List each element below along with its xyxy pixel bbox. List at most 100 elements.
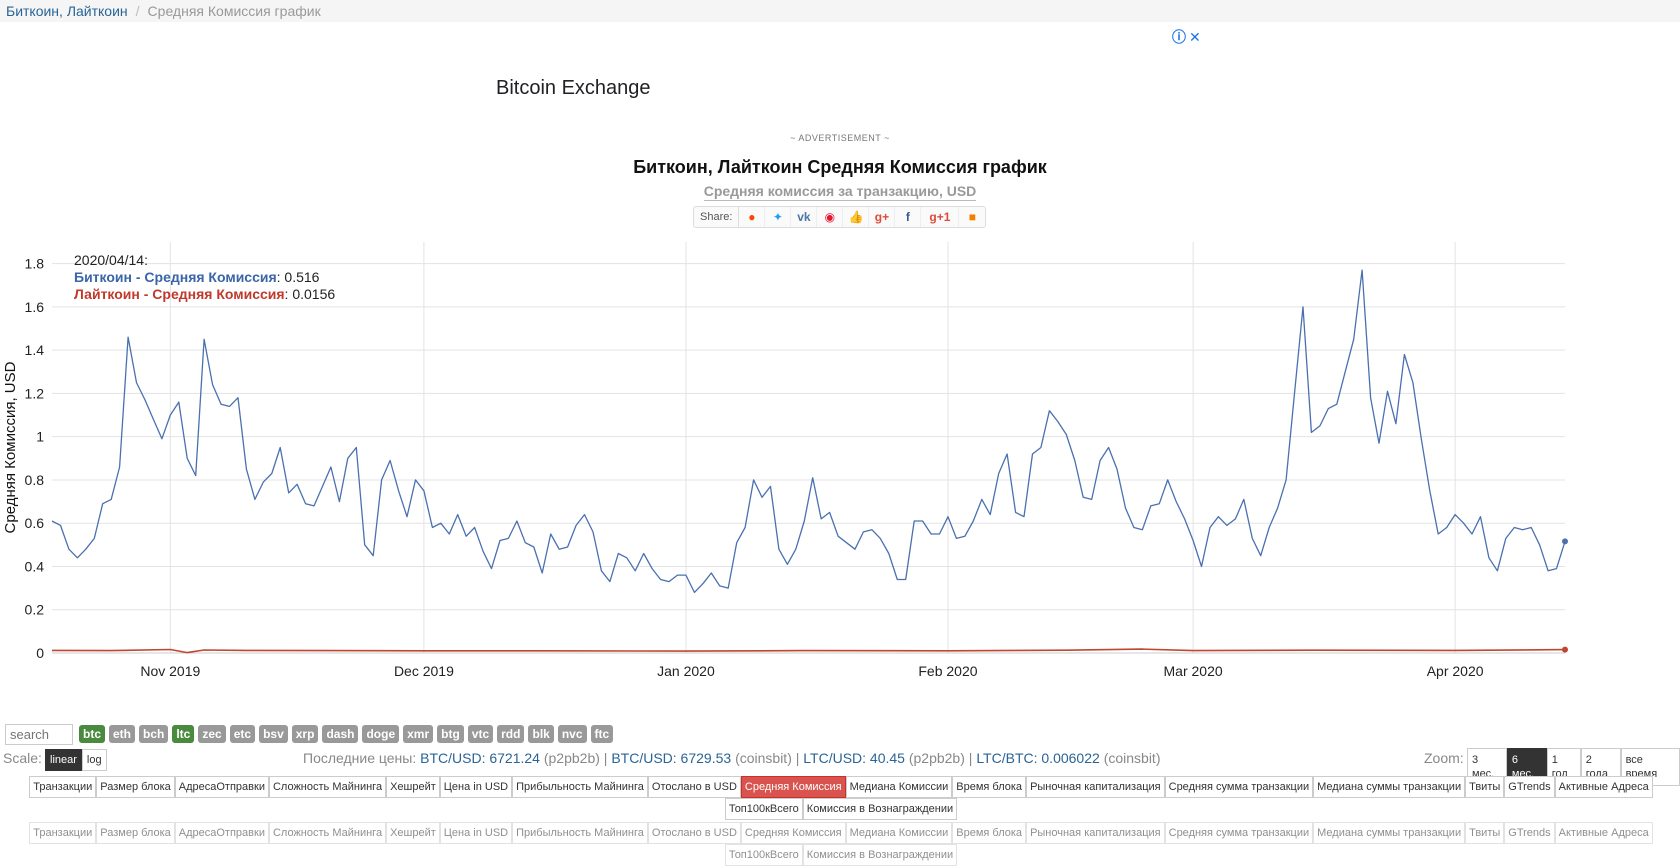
- metric-tab[interactable]: Сложность Майнинга: [268, 822, 387, 844]
- price-btc-usd[interactable]: BTC/USD: 6721.24: [420, 750, 540, 766]
- coin-tag-vtc[interactable]: vtc: [467, 725, 494, 743]
- coin-tag-xmr[interactable]: xmr: [403, 725, 434, 743]
- coin-tag-bch[interactable]: bch: [139, 725, 169, 743]
- coin-tag-bsv[interactable]: bsv: [259, 725, 288, 743]
- metric-tab[interactable]: Средняя Комиссия: [740, 822, 846, 844]
- metric-tab[interactable]: Отослано в USD: [647, 776, 741, 798]
- metric-tab[interactable]: АдресаОтправки: [174, 822, 269, 844]
- coin-tag-ftc[interactable]: ftc: [590, 725, 614, 743]
- y-tick-label: 1.4: [25, 342, 45, 358]
- scale-log-button[interactable]: log: [81, 749, 107, 771]
- metric-tab[interactable]: Транзакции: [29, 776, 97, 798]
- scale-label: Scale:: [3, 750, 42, 766]
- ad-headline[interactable]: Bitcoin Exchange: [496, 77, 651, 99]
- y-tick-label: 0.6: [25, 515, 45, 531]
- vk-icon[interactable]: vk: [791, 207, 818, 227]
- coin-tag-ltc[interactable]: ltc: [172, 725, 195, 743]
- btc-fee-line: [51, 269, 1566, 594]
- price-btc-usd-source: (p2pb2b): [543, 750, 600, 766]
- share-label: Share:: [694, 207, 740, 227]
- breadcrumb-link[interactable]: Биткоин, Лайткоин: [6, 3, 128, 19]
- breadcrumb-current: Средняя Комиссия график: [147, 3, 321, 19]
- metric-tab[interactable]: Медиана Комиссии: [845, 776, 953, 798]
- metric-tab[interactable]: Хешрейт: [386, 776, 440, 798]
- metric-tab[interactable]: Топ100кВсего: [724, 844, 803, 866]
- coin-tag-etc[interactable]: etc: [229, 725, 256, 743]
- y-tick-label: 0.2: [25, 602, 45, 618]
- price-btc-usd-2[interactable]: BTC/USD: 6729.53: [611, 750, 732, 766]
- metric-tab[interactable]: GTrends: [1504, 822, 1555, 844]
- info-icon[interactable]: ⓘ: [1172, 29, 1186, 45]
- metric-tab[interactable]: Рыночная капитализация: [1026, 776, 1165, 798]
- coin-tags: btc eth bch ltc zec etc bsv xrp dash doge xmr btg vt…: [79, 725, 614, 743]
- metric-tab[interactable]: Транзакции: [29, 822, 97, 844]
- price-ltc-usd[interactable]: LTC/USD: 40.45: [803, 750, 905, 766]
- metric-tab[interactable]: Комиссия в Вознаграждении: [802, 798, 958, 820]
- close-icon[interactable]: ✕: [1189, 29, 1201, 45]
- breadcrumb-separator: /: [135, 3, 140, 19]
- weibo-icon[interactable]: ◉: [817, 207, 844, 227]
- metric-tab[interactable]: Отослано в USD: [647, 822, 741, 844]
- chart-subtitle: Средняя комиссия за транзакцию, USD: [0, 183, 1680, 201]
- btc-last-point-marker: [1562, 538, 1568, 545]
- metric-tab[interactable]: Медиана Комиссии: [845, 822, 953, 844]
- y-axis-label: Средняя Комиссия, USD: [2, 361, 19, 533]
- metric-tab[interactable]: Цена in USD: [439, 822, 513, 844]
- coin-tag-btc[interactable]: btc: [79, 725, 105, 743]
- metric-tab[interactable]: Активные Адреса: [1554, 822, 1653, 844]
- metric-tab[interactable]: Активные Адреса: [1554, 776, 1653, 798]
- coin-tag-eth[interactable]: eth: [109, 725, 135, 743]
- metric-tab[interactable]: Размер блока: [96, 776, 175, 798]
- google-plus-one-icon[interactable]: g+1: [921, 207, 960, 227]
- metric-tab[interactable]: Хешрейт: [386, 822, 440, 844]
- y-tick-label: 1.6: [25, 299, 45, 315]
- metric-tab[interactable]: Твиты: [1465, 822, 1505, 844]
- coin-tag-zec[interactable]: zec: [198, 725, 226, 743]
- metric-tab[interactable]: Время блока: [952, 822, 1027, 844]
- chart-series: [51, 269, 1566, 654]
- metric-tab[interactable]: Цена in USD: [439, 776, 513, 798]
- coin-tag-xrp[interactable]: xrp: [291, 725, 319, 743]
- like-icon[interactable]: 👍: [843, 207, 870, 227]
- metric-tab[interactable]: Медиана суммы транзакции: [1313, 776, 1466, 798]
- twitter-icon[interactable]: ✦: [765, 207, 792, 227]
- blogger-icon[interactable]: ■: [968, 210, 977, 224]
- zoom-label: Zoom:: [1424, 750, 1464, 766]
- reddit-icon[interactable]: ●: [739, 207, 766, 227]
- chart-title: Биткоин, Лайткоин Средняя Комиссия графи…: [633, 157, 1047, 177]
- scale-linear-button[interactable]: linear: [45, 749, 82, 771]
- facebook-icon[interactable]: f: [895, 207, 922, 227]
- metric-tab[interactable]: Размер блока: [96, 822, 175, 844]
- y-tick-label: 1: [36, 429, 44, 445]
- metric-tab[interactable]: Рыночная капитализация: [1026, 822, 1165, 844]
- coin-tag-dash[interactable]: dash: [322, 725, 359, 743]
- metric-tab[interactable]: Прибыльность Майнинга: [512, 776, 648, 798]
- ltc-last-point-marker: [1562, 646, 1568, 653]
- coin-tag-doge[interactable]: doge: [362, 725, 400, 743]
- metric-tab[interactable]: Средняя Комиссия: [740, 776, 846, 798]
- coin-tag-btg[interactable]: btg: [437, 725, 464, 743]
- metric-tab[interactable]: Время блока: [952, 776, 1027, 798]
- coin-tag-rdd[interactable]: rdd: [497, 725, 525, 743]
- metric-tab[interactable]: Медиана суммы транзакции: [1313, 822, 1466, 844]
- metric-tab[interactable]: Твиты: [1465, 776, 1505, 798]
- metric-tab[interactable]: АдресаОтправки: [174, 776, 269, 798]
- ltc-fee-line: [51, 648, 1566, 654]
- ad-controls: ⓘ ✕: [1172, 27, 1204, 47]
- metric-tab[interactable]: Средняя сумма транзакции: [1164, 776, 1314, 798]
- tooltip-btc-label: Биткоин - Средняя Комиссия: [74, 269, 277, 285]
- metric-tab[interactable]: Топ100кВсего: [724, 798, 803, 820]
- metric-tab[interactable]: Сложность Майнинга: [268, 776, 387, 798]
- price-ltc-btc[interactable]: LTC/BTC: 0.006022: [976, 750, 1100, 766]
- metric-tab[interactable]: Комиссия в Вознаграждении: [802, 844, 958, 866]
- tooltip-btc-value: : 0.516: [276, 269, 320, 285]
- google-plus-icon[interactable]: g+: [869, 207, 896, 227]
- metric-tab[interactable]: Средняя сумма транзакции: [1164, 822, 1314, 844]
- fee-line-chart[interactable]: 0 0.2 0.4 0.6 0.8 1 1.2 1.4 1.6 1.8 Nov 2019 Dec 20…: [0, 236, 1680, 722]
- search-input[interactable]: [5, 724, 73, 745]
- tooltip-ltc-value: : 0.0156: [284, 286, 336, 302]
- metric-tab[interactable]: Прибыльность Майнинга: [512, 822, 648, 844]
- coin-tag-blk[interactable]: blk: [528, 725, 554, 743]
- metric-tab[interactable]: GTrends: [1504, 776, 1555, 798]
- coin-tag-nvc[interactable]: nvc: [557, 725, 587, 743]
